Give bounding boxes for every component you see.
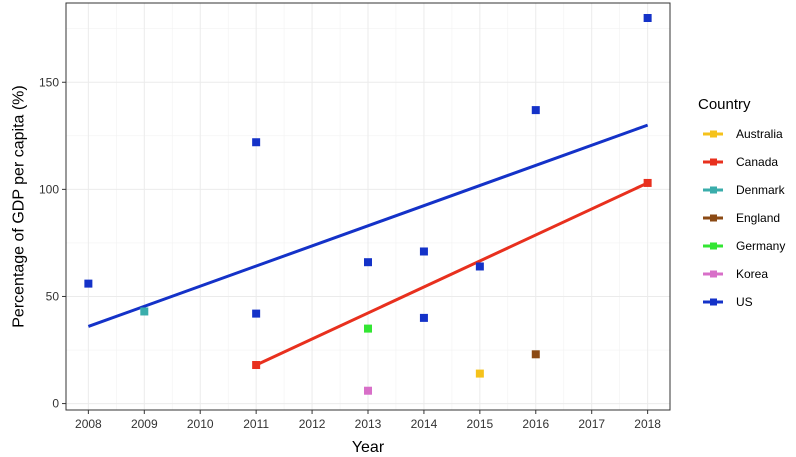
data-point-us: [419, 313, 428, 322]
legend-label: Denmark: [736, 183, 786, 197]
trend-lines: [87, 123, 649, 367]
x-tick-label: 2016: [522, 417, 549, 431]
legend-label: Korea: [736, 267, 768, 281]
data-point-us: [531, 106, 540, 115]
data-point-england: [531, 350, 540, 359]
axes: 2008 2009 2010 2011 2012 2013 2014 2015 2016 2017…: [39, 75, 661, 431]
data-point-us: [252, 309, 261, 318]
y-tick-label: 0: [52, 397, 59, 411]
legend: Country Australia Canada Denmark England Ger…: [698, 96, 786, 309]
legend-key-marker: [710, 130, 717, 138]
x-tick-label: 2011: [243, 417, 269, 431]
legend-label: US: [736, 295, 753, 309]
x-tick-label: 2015: [467, 417, 494, 431]
data-point-us: [84, 279, 93, 288]
legend-key-marker: [710, 214, 717, 222]
legend-label: Germany: [736, 239, 785, 253]
data-point-us: [475, 262, 484, 271]
data-point-korea: [364, 386, 372, 395]
x-tick-label: 2018: [634, 417, 661, 431]
legend-label: Australia: [736, 127, 783, 141]
x-tick-label: 2012: [299, 417, 326, 431]
data-point-denmark: [140, 307, 149, 316]
x-tick-label: 2014: [411, 417, 438, 431]
data-point-us: [252, 138, 261, 147]
y-tick-label: 50: [46, 289, 60, 303]
legend-key-marker: [710, 186, 717, 194]
data-point-canada: [252, 361, 261, 370]
data-point-us: [643, 13, 652, 22]
trend-line-canada: [255, 181, 649, 367]
legend-key-marker: [710, 158, 717, 166]
trend-line-us: [87, 123, 649, 328]
x-tick-label: 2017: [578, 417, 605, 431]
legend-title: Country: [698, 96, 751, 113]
x-tick-label: 2010: [187, 417, 214, 431]
y-axis-title: Percentage of GDP per capita (%): [11, 85, 28, 328]
legend-key-marker: [710, 270, 717, 278]
grid: [66, 3, 670, 410]
y-tick-label: 150: [39, 75, 59, 89]
data-point-germany: [364, 324, 372, 333]
data-point-canada: [643, 178, 652, 187]
x-tick-label: 2008: [75, 417, 102, 431]
x-tick-label: 2013: [355, 417, 382, 431]
y-tick-label: 100: [39, 182, 59, 196]
data-point-australia: [475, 369, 484, 378]
data-points: [84, 13, 652, 395]
x-tick-label: 2009: [131, 417, 158, 431]
legend-key-marker: [710, 242, 717, 250]
legend-key-marker: [710, 298, 717, 306]
legend-label: England: [736, 211, 780, 225]
legend-label: Canada: [736, 155, 778, 169]
data-point-us: [419, 247, 428, 256]
data-point-us: [364, 258, 372, 267]
x-axis-title: Year: [352, 439, 385, 456]
